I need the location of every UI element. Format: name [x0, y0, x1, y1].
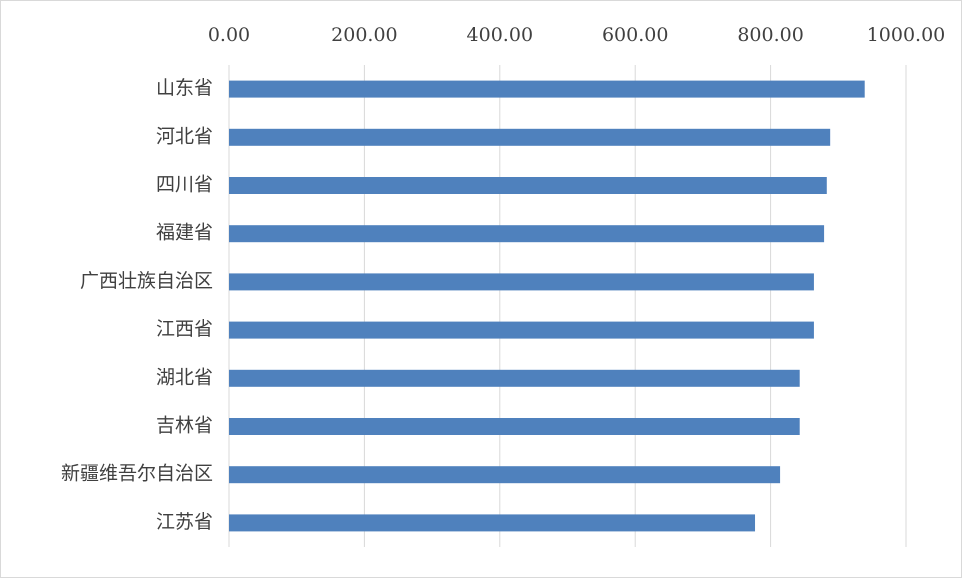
y-tick-label: 湖北省: [156, 366, 213, 388]
y-tick-label: 河北省: [156, 125, 213, 147]
y-tick-label: 江苏省: [156, 511, 213, 533]
x-tick-label: 200.00: [331, 24, 397, 46]
bar: [229, 80, 865, 98]
y-tick-label: 山东省: [156, 77, 213, 99]
y-tick-label: 广西壮族自治区: [80, 270, 213, 292]
bar: [229, 466, 781, 484]
bar: [229, 273, 814, 291]
bar: [229, 225, 825, 243]
x-tick-label: 800.00: [737, 24, 803, 46]
x-tick-label: 400.00: [467, 24, 533, 46]
x-tick-label: 0.00: [208, 24, 250, 46]
bar: [229, 418, 800, 435]
bar: [229, 369, 800, 387]
y-tick-label: 吉林省: [156, 415, 213, 437]
y-tick-label: 福建省: [156, 222, 213, 244]
bar: [229, 514, 756, 532]
y-tick-label: 新疆维吾尔自治区: [61, 463, 213, 485]
y-tick-label: 江西省: [156, 318, 213, 340]
bar: [229, 128, 831, 146]
bar: [229, 177, 827, 194]
y-tick-label: 四川省: [156, 174, 213, 196]
x-tick-label: 1000.00: [867, 24, 946, 46]
bar: [229, 321, 814, 339]
x-tick-label: 600.00: [602, 24, 668, 46]
